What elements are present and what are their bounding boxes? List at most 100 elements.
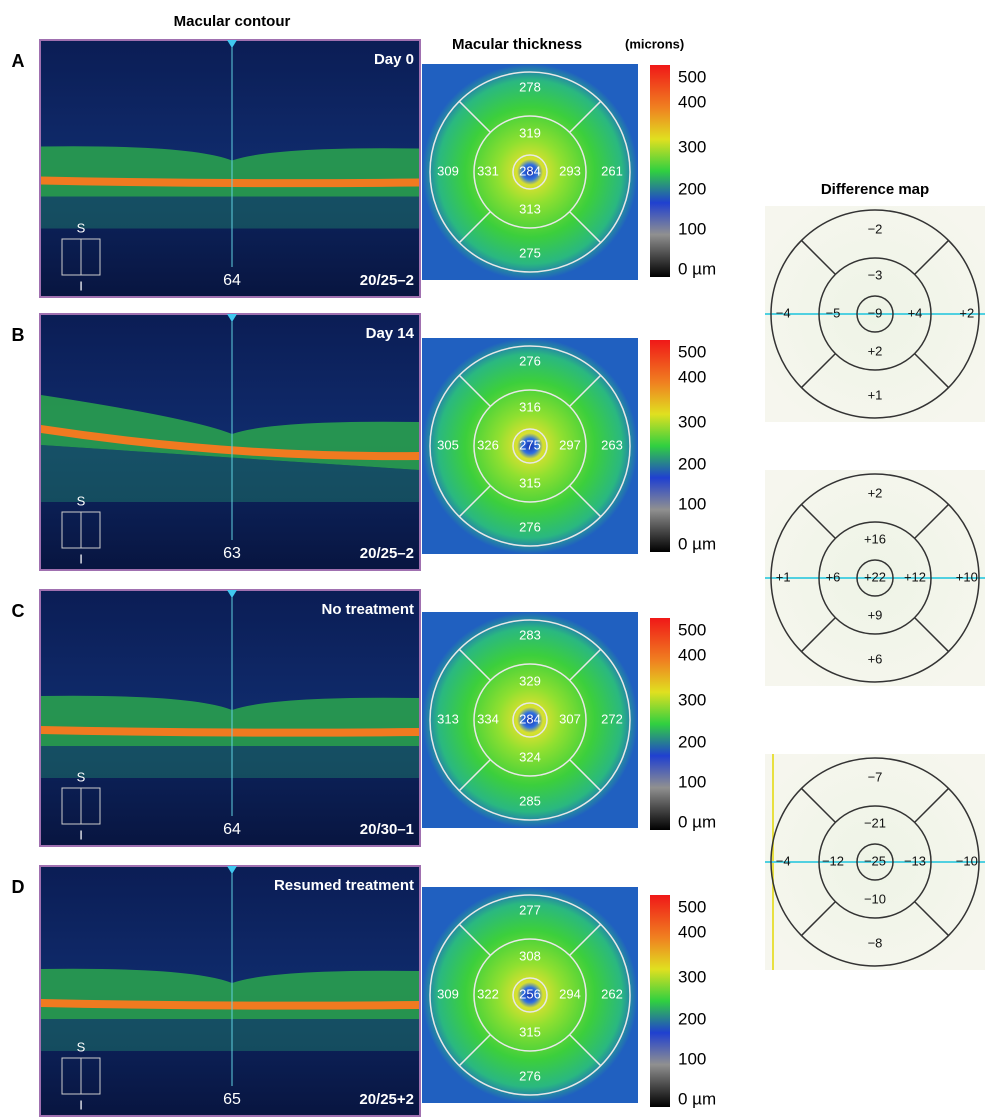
sector-line (458, 759, 491, 792)
thickness-map (422, 887, 638, 1103)
thickness-value: 275 (519, 437, 541, 452)
ring (818, 521, 932, 635)
thickness-value: 309 (437, 986, 459, 1001)
colorbar-label: 400 (678, 367, 706, 386)
difference-value: −13 (904, 853, 926, 868)
thickness-value: 309 (437, 163, 459, 178)
thickness-value: 284 (519, 711, 541, 726)
difference-value: +6 (826, 569, 841, 584)
difference-value: −12 (822, 853, 844, 868)
colorbar (650, 65, 670, 277)
thickness-value: 283 (519, 627, 541, 642)
sector-line (914, 353, 950, 389)
orientation-inferior: I (79, 827, 83, 842)
row-label: A (12, 51, 25, 71)
oct-position: 63 (223, 545, 241, 562)
colorbar-label: 200 (678, 454, 706, 473)
ring (512, 977, 548, 1013)
thickness-value: 272 (601, 711, 623, 726)
thickness-value: 293 (559, 163, 581, 178)
scan-marker (227, 590, 237, 598)
sector-line (914, 239, 950, 275)
difference-value: +2 (868, 485, 883, 500)
thickness-value: 326 (477, 437, 499, 452)
thickness-value: 315 (519, 1024, 541, 1039)
ring (818, 805, 932, 919)
difference-value: +2 (959, 305, 974, 320)
thickness-value: 263 (601, 437, 623, 452)
thickness-value: 307 (559, 711, 581, 726)
colorbar-label: 0 µm (678, 534, 716, 553)
orientation-superior: S (77, 1039, 86, 1054)
ring (429, 71, 631, 273)
sector-line (914, 787, 950, 823)
sector-line (800, 503, 836, 539)
sector-line (914, 901, 950, 937)
orientation-inferior: I (79, 1097, 83, 1112)
sector-line (458, 100, 491, 133)
colorbar-label: 100 (678, 1049, 706, 1068)
thickness-value: 284 (519, 163, 541, 178)
difference-value: −2 (868, 221, 883, 236)
thickness-value: 316 (519, 399, 541, 414)
orientation-superior: S (77, 769, 86, 784)
thickness-value: 315 (519, 475, 541, 490)
thickness-map (422, 64, 638, 280)
thickness-value: 276 (519, 353, 541, 368)
colorbar-label: 400 (678, 922, 706, 941)
difference-value: −4 (776, 853, 791, 868)
colorbar-label: 0 µm (678, 1089, 716, 1108)
ring (473, 663, 587, 777)
sector-line (914, 617, 950, 653)
ring (429, 345, 631, 547)
difference-value: −8 (868, 935, 883, 950)
ring (856, 843, 894, 881)
oct-timepoint: Resumed treatment (274, 877, 414, 894)
sector-line (800, 353, 836, 389)
sector-line (914, 503, 950, 539)
oct-acuity: 20/25–2 (360, 545, 414, 562)
row-label: D (12, 877, 25, 897)
difference-value: +10 (956, 569, 978, 584)
row-label: C (12, 601, 25, 621)
scan-marker (227, 866, 237, 874)
ring (856, 559, 894, 597)
difference-value: −4 (776, 305, 791, 320)
rpe-band (41, 999, 419, 1010)
oct-acuity: 20/25+2 (359, 1091, 414, 1108)
thickness-value: 275 (519, 245, 541, 260)
ring (429, 894, 631, 1096)
thickness-value: 324 (519, 749, 541, 764)
sector-line (569, 100, 602, 133)
scan-marker (227, 40, 237, 48)
ring (473, 938, 587, 1052)
header: Difference map (821, 181, 929, 198)
thickness-value: 276 (519, 1068, 541, 1083)
header: Macular contour (174, 13, 291, 30)
difference-value: −5 (826, 305, 841, 320)
sector-line (569, 485, 602, 518)
ring (770, 209, 980, 419)
sector-line (800, 901, 836, 937)
difference-value: +2 (868, 343, 883, 358)
sector-line (458, 211, 491, 244)
difference-value: −21 (864, 815, 886, 830)
difference-value: −7 (868, 769, 883, 784)
difference-value: +9 (868, 607, 883, 622)
sector-line (800, 239, 836, 275)
sector-line (458, 374, 491, 407)
thickness-value: 319 (519, 125, 541, 140)
scan-marker (227, 314, 237, 322)
colorbar (650, 340, 670, 552)
thickness-value: 305 (437, 437, 459, 452)
thickness-value: 308 (519, 948, 541, 963)
colorbar-label: 300 (678, 690, 706, 709)
sector-line (569, 211, 602, 244)
thickness-value: 294 (559, 986, 581, 1001)
colorbar-label: 0 µm (678, 812, 716, 831)
rpe-band (41, 726, 419, 737)
difference-value: +1 (776, 569, 791, 584)
sector-line (569, 923, 602, 956)
difference-value: +22 (864, 569, 886, 584)
